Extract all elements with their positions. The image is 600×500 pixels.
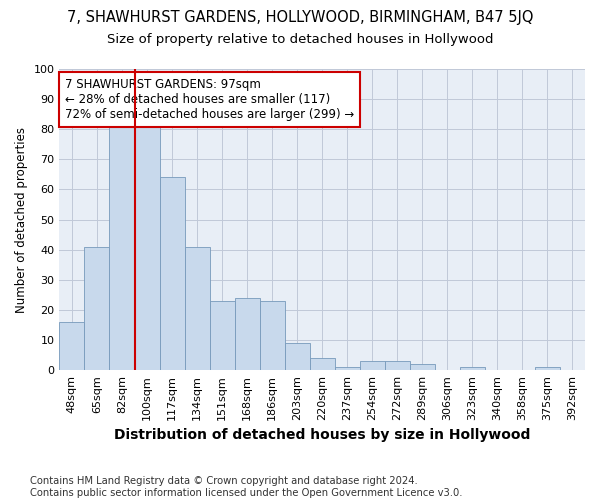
Bar bbox=[535, 367, 560, 370]
Bar bbox=[59, 322, 85, 370]
Bar bbox=[209, 301, 235, 370]
Bar bbox=[85, 246, 109, 370]
Bar bbox=[410, 364, 435, 370]
Bar bbox=[284, 343, 310, 370]
Y-axis label: Number of detached properties: Number of detached properties bbox=[15, 126, 28, 312]
Text: Size of property relative to detached houses in Hollywood: Size of property relative to detached ho… bbox=[107, 32, 493, 46]
Bar bbox=[385, 361, 410, 370]
Text: Contains HM Land Registry data © Crown copyright and database right 2024.
Contai: Contains HM Land Registry data © Crown c… bbox=[30, 476, 463, 498]
X-axis label: Distribution of detached houses by size in Hollywood: Distribution of detached houses by size … bbox=[114, 428, 530, 442]
Bar bbox=[134, 123, 160, 370]
Bar bbox=[460, 367, 485, 370]
Bar bbox=[310, 358, 335, 370]
Bar bbox=[235, 298, 260, 370]
Bar bbox=[260, 301, 284, 370]
Bar bbox=[335, 367, 360, 370]
Bar bbox=[360, 361, 385, 370]
Bar bbox=[160, 178, 185, 370]
Text: 7, SHAWHURST GARDENS, HOLLYWOOD, BIRMINGHAM, B47 5JQ: 7, SHAWHURST GARDENS, HOLLYWOOD, BIRMING… bbox=[67, 10, 533, 25]
Bar bbox=[185, 246, 209, 370]
Bar bbox=[109, 126, 134, 370]
Text: 7 SHAWHURST GARDENS: 97sqm
← 28% of detached houses are smaller (117)
72% of sem: 7 SHAWHURST GARDENS: 97sqm ← 28% of deta… bbox=[65, 78, 354, 121]
